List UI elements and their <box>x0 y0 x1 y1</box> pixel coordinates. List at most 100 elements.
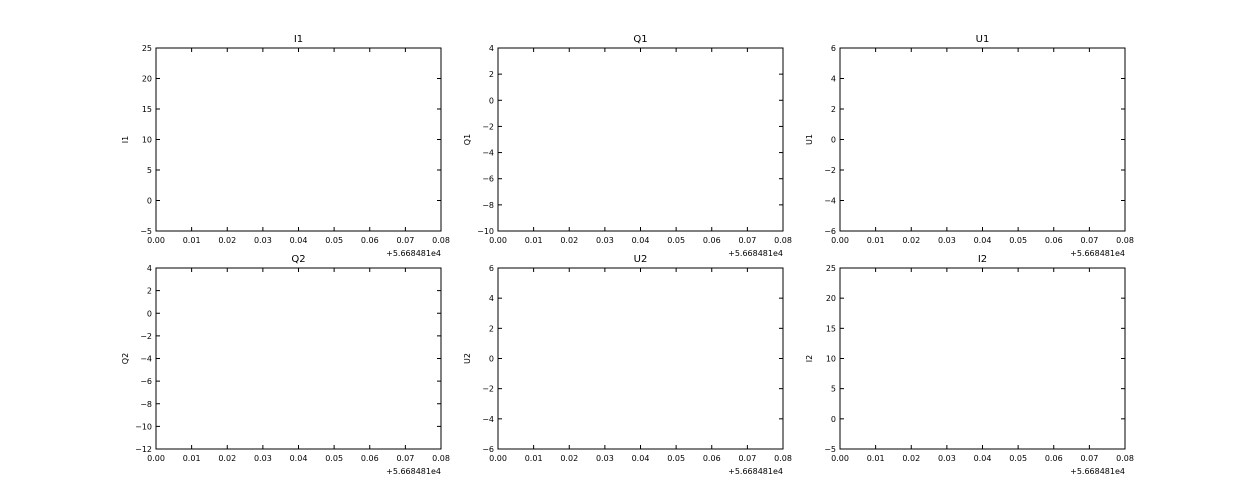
y-tick-label: 0 <box>147 197 152 206</box>
x-tick-label: 0.08 <box>1116 454 1134 463</box>
y-tick-label: 2 <box>489 70 494 79</box>
x-tick-label: 0.05 <box>667 236 685 245</box>
chart-title: U1 <box>976 34 990 45</box>
x-tick-label: 0.02 <box>218 454 236 463</box>
x-tick-label: 0.05 <box>325 236 343 245</box>
x-tick-label: 0.07 <box>396 236 414 245</box>
x-offset-label: +5.668481e4 <box>386 467 441 476</box>
x-tick-label: 0.05 <box>1009 236 1027 245</box>
x-offset-label: +5.668481e4 <box>728 249 783 258</box>
x-tick-label: 0.04 <box>974 236 992 245</box>
x-tick-label: 0.04 <box>974 454 992 463</box>
y-tick-label: 2 <box>147 287 152 296</box>
x-tick-label: 0.04 <box>632 236 650 245</box>
x-tick-label: 0.06 <box>703 236 721 245</box>
y-tick-label: 15 <box>142 105 152 114</box>
y-tick-label: 2 <box>489 324 494 333</box>
y-tick-label: 4 <box>147 264 152 273</box>
panel-i1: 0.00 0.01 0.02 0.03 0.04 0.05 0.06 0.07 0.08 −5 0 5… <box>121 34 450 258</box>
y-tick-label: −5 <box>140 227 152 236</box>
chart-title: I1 <box>294 34 303 45</box>
x-tick-label: 0.07 <box>738 454 756 463</box>
x-tick-label: 0.00 <box>147 454 165 463</box>
y-tick-label: −2 <box>482 385 494 394</box>
y-tick-label: −4 <box>140 355 152 364</box>
y-tick-label: 5 <box>831 385 836 394</box>
y-tick-label: −2 <box>140 332 152 341</box>
y-tick-label: 0 <box>147 309 152 318</box>
y-tick-label: 0 <box>489 96 494 105</box>
y-tick-label: −6 <box>824 227 836 236</box>
y-tick-label: 0 <box>831 136 836 145</box>
chart-title: Q1 <box>633 34 647 45</box>
x-offset-label: +5.668481e4 <box>1070 467 1125 476</box>
y-axis-label: U2 <box>463 353 472 364</box>
axes-frame <box>497 267 784 450</box>
y-tick-label: −10 <box>477 227 494 236</box>
y-tick-label: −2 <box>824 166 836 175</box>
x-tick-label: 0.08 <box>774 454 792 463</box>
y-tick-label: −5 <box>824 445 836 454</box>
x-offset-label: +5.668481e4 <box>386 249 441 258</box>
y-tick-label: 5 <box>147 166 152 175</box>
x-tick-label: 0.06 <box>703 454 721 463</box>
x-tick-label: 0.05 <box>1009 454 1027 463</box>
x-tick-label: 0.01 <box>867 236 885 245</box>
y-tick-label: −12 <box>135 445 152 454</box>
chart-title: U2 <box>634 254 648 265</box>
axes-frame <box>155 267 442 450</box>
x-tick-label: 0.02 <box>560 236 578 245</box>
y-tick-label: −8 <box>140 400 152 409</box>
x-tick-label: 0.06 <box>1045 236 1063 245</box>
x-tick-label: 0.00 <box>831 236 849 245</box>
y-axis-label: I2 <box>805 355 814 362</box>
chart-title: Q2 <box>291 254 305 265</box>
x-tick-label: 0.04 <box>290 236 308 245</box>
y-tick-label: 4 <box>831 75 836 84</box>
y-tick-label: 20 <box>826 294 836 303</box>
panel-q2: 0.00 0.01 0.02 0.03 0.04 0.05 0.06 0.07 0.08 −12 −… <box>121 254 450 476</box>
panel-u1: 0.00 0.01 0.02 0.03 0.04 0.05 0.06 0.07 0.08 −6 −4… <box>805 34 1134 258</box>
x-tick-label: 0.01 <box>183 454 201 463</box>
y-tick-label: 6 <box>489 264 494 273</box>
x-tick-label: 0.05 <box>667 454 685 463</box>
x-tick-label: 0.07 <box>1080 236 1098 245</box>
y-tick-label: 6 <box>831 44 836 53</box>
y-tick-label: 15 <box>826 324 836 333</box>
x-tick-label: 0.02 <box>218 236 236 245</box>
x-tick-label: 0.08 <box>432 454 450 463</box>
x-tick-label: 0.00 <box>147 236 165 245</box>
x-offset-label: +5.668481e4 <box>1070 249 1125 258</box>
y-axis-label: Q2 <box>121 353 130 364</box>
panel-q1: 0.00 0.01 0.02 0.03 0.04 0.05 0.06 0.07 0.08 −10 −… <box>463 34 792 258</box>
x-tick-label: 0.03 <box>254 454 272 463</box>
axes-frame <box>497 47 784 232</box>
y-tick-label: 0 <box>831 415 836 424</box>
x-tick-label: 0.08 <box>1116 236 1134 245</box>
y-tick-label: 4 <box>489 44 494 53</box>
x-offset-label: +5.668481e4 <box>728 467 783 476</box>
x-tick-label: 0.07 <box>396 454 414 463</box>
x-tick-label: 0.07 <box>738 236 756 245</box>
x-tick-label: 0.03 <box>254 236 272 245</box>
x-tick-label: 0.00 <box>489 236 507 245</box>
x-tick-label: 0.01 <box>183 236 201 245</box>
x-tick-label: 0.00 <box>831 454 849 463</box>
y-axis-label: U1 <box>805 134 814 145</box>
y-tick-label: 0 <box>489 355 494 364</box>
x-tick-label: 0.07 <box>1080 454 1098 463</box>
y-tick-label: −6 <box>482 175 494 184</box>
y-tick-label: −4 <box>482 149 494 158</box>
y-tick-label: 20 <box>142 75 152 84</box>
y-tick-label: 25 <box>142 44 152 53</box>
y-tick-label: 10 <box>142 136 152 145</box>
axes-frame <box>839 47 1126 232</box>
y-tick-label: 4 <box>489 294 494 303</box>
x-tick-label: 0.03 <box>596 454 614 463</box>
x-tick-label: 0.06 <box>361 236 379 245</box>
x-tick-label: 0.04 <box>632 454 650 463</box>
x-tick-label: 0.03 <box>938 236 956 245</box>
x-tick-label: 0.01 <box>867 454 885 463</box>
y-tick-label: 25 <box>826 264 836 273</box>
